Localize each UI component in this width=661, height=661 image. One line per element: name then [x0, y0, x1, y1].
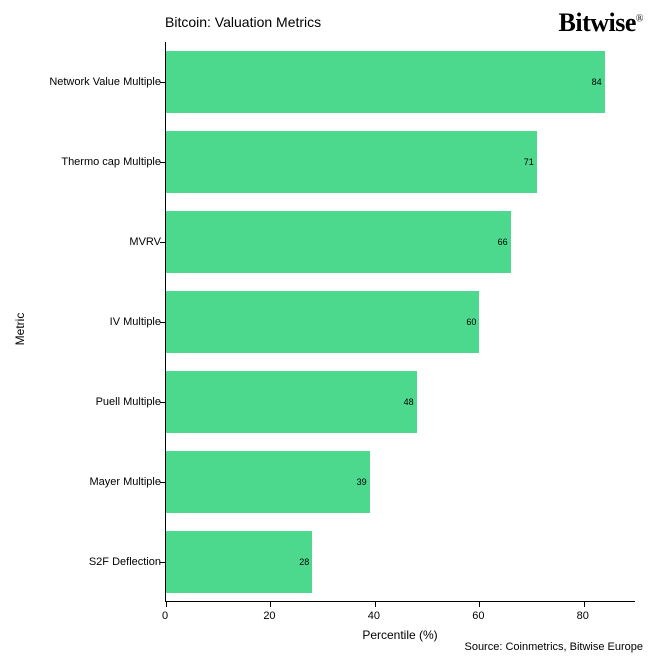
y-tick-label: MVRV: [129, 236, 161, 248]
chart-title: Bitcoin: Valuation Metrics: [165, 14, 321, 30]
x-tick-label: 60: [472, 610, 484, 622]
x-tick-label: 0: [162, 610, 168, 622]
bar: 71: [166, 131, 537, 193]
source-text: Source: Coinmetrics, Bitwise Europe: [464, 641, 643, 653]
x-tick: [584, 601, 585, 607]
bar-value-label: 60: [466, 317, 476, 327]
bar-value-label: 71: [524, 157, 534, 167]
x-tick: [479, 601, 480, 607]
x-axis-title: Percentile (%): [362, 628, 437, 642]
x-tick-label: 80: [577, 610, 589, 622]
bar-value-label: 39: [357, 477, 367, 487]
bar: 39: [166, 451, 370, 513]
y-tick-label: S2F Deflection: [89, 556, 161, 568]
bar: 60: [166, 291, 479, 353]
y-tick-label: Mayer Multiple: [89, 476, 161, 488]
bar-value-label: 48: [404, 397, 414, 407]
y-tick-label: Network Value Multiple: [49, 76, 161, 88]
x-tick: [270, 601, 271, 607]
bar: 84: [166, 51, 605, 113]
y-tick-label: IV Multiple: [110, 316, 161, 328]
x-tick: [375, 601, 376, 607]
brand-logo: Bitwise®: [559, 8, 644, 38]
bar-value-label: 66: [498, 237, 508, 247]
bar: 48: [166, 371, 417, 433]
x-tick-label: 40: [368, 610, 380, 622]
bar-value-label: 84: [592, 77, 602, 87]
brand-suffix: ®: [636, 13, 643, 24]
x-tick-label: 20: [263, 610, 275, 622]
chart-container: Bitcoin: Valuation Metrics Bitwise® 84 71…: [0, 0, 661, 661]
x-tick: [166, 601, 167, 607]
bar: 66: [166, 211, 511, 273]
y-axis-title: Metric: [13, 313, 27, 346]
bar: 28: [166, 531, 312, 593]
brand-text: Bitwise: [559, 8, 636, 37]
y-tick-label: Thermo cap Multiple: [61, 156, 161, 168]
bar-value-label: 28: [299, 557, 309, 567]
y-tick-label: Puell Multiple: [96, 396, 161, 408]
plot-area: 84 71 66 60 48 39 28: [165, 42, 635, 602]
